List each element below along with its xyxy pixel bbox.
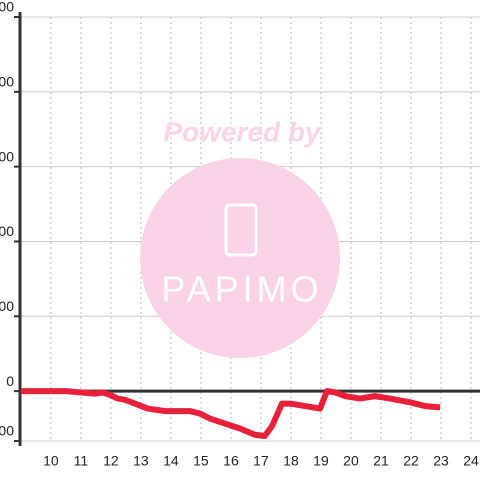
x-tick-label: 15 <box>193 453 209 469</box>
y-tick-label: 120,000 <box>0 74 14 90</box>
y-tick-label: -20,000 <box>0 423 14 439</box>
x-tick-label: 11 <box>74 453 89 469</box>
watermark-logo: PAPIMO <box>161 269 322 310</box>
x-tick-label: 18 <box>283 453 299 469</box>
x-tick-label: 22 <box>403 453 419 469</box>
watermark-text: Powered by <box>163 116 322 147</box>
y-tick-label: 90,000 <box>0 148 14 164</box>
x-tick-label: 13 <box>133 453 149 469</box>
x-tick-label: 21 <box>373 453 389 469</box>
x-tick-label: 12 <box>103 453 119 469</box>
x-tick-label: 19 <box>313 453 329 469</box>
x-tick-label: 23 <box>433 453 449 469</box>
x-tick-label: 24 <box>463 453 479 469</box>
x-tick-label: 20 <box>343 453 359 469</box>
y-tick-label: 0 <box>6 373 14 389</box>
watermark-icon <box>224 203 258 257</box>
watermark-circle <box>140 158 340 358</box>
x-tick-label: 14 <box>163 453 179 469</box>
y-tick-label: 150,000 <box>0 0 14 15</box>
y-tick-label: 60,000 <box>0 223 14 239</box>
x-tick-label: 10 <box>43 453 59 469</box>
y-tick-label: 30,000 <box>0 298 14 314</box>
x-tick-label: 16 <box>223 453 239 469</box>
watermark: Powered by PAPIMO <box>140 116 340 358</box>
data-line <box>20 388 441 440</box>
x-tick-label: 17 <box>253 453 269 469</box>
